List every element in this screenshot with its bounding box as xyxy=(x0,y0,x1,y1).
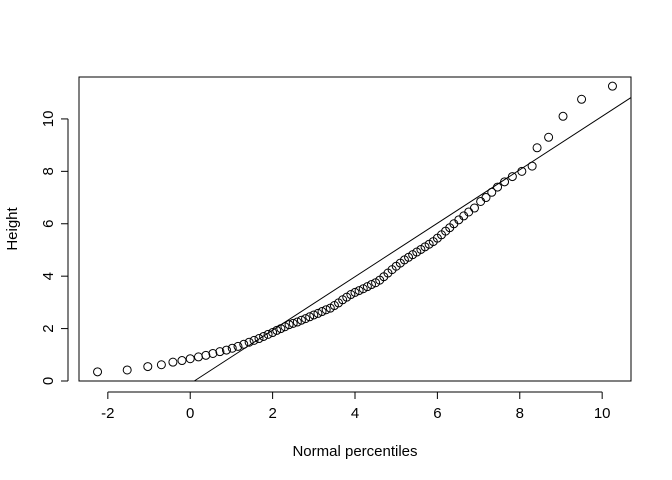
data-point xyxy=(507,172,517,182)
data-point xyxy=(558,111,568,121)
data-point xyxy=(321,305,331,315)
data-point xyxy=(288,318,298,328)
data-points xyxy=(93,81,617,377)
data-point xyxy=(244,337,254,347)
data-point xyxy=(185,354,195,364)
data-point xyxy=(239,339,249,349)
data-point xyxy=(263,329,273,339)
data-point xyxy=(268,328,278,338)
data-point xyxy=(577,94,587,104)
data-point xyxy=(93,367,103,377)
data-point xyxy=(208,348,218,358)
data-point xyxy=(221,345,231,355)
data-point xyxy=(358,284,368,294)
data-point xyxy=(607,81,617,91)
data-point xyxy=(156,360,166,370)
y-tick-label: 6 xyxy=(40,220,57,228)
data-point xyxy=(284,320,294,330)
data-point xyxy=(517,166,527,176)
data-point xyxy=(493,182,503,192)
data-point xyxy=(201,350,211,360)
data-point xyxy=(487,187,497,197)
data-point xyxy=(481,193,491,203)
data-point xyxy=(305,312,315,322)
data-point xyxy=(296,315,306,325)
data-point xyxy=(259,331,269,341)
data-point xyxy=(362,282,372,292)
data-point xyxy=(313,308,323,318)
data-point xyxy=(354,286,364,296)
data-point xyxy=(292,317,302,327)
data-point xyxy=(350,287,360,297)
data-point xyxy=(143,362,153,372)
x-tick-label: 4 xyxy=(351,405,359,422)
plot-box xyxy=(78,76,632,382)
data-point xyxy=(469,203,479,213)
y-tick-label: 0 xyxy=(40,377,57,385)
y-tick-label: 10 xyxy=(40,111,57,128)
data-point xyxy=(215,347,225,357)
data-point xyxy=(532,143,542,153)
data-point xyxy=(500,177,510,187)
data-point xyxy=(168,357,178,367)
x-tick-label: 0 xyxy=(186,405,194,422)
data-point xyxy=(476,196,486,206)
y-axis-title: Height xyxy=(4,206,21,250)
data-point xyxy=(227,343,237,353)
data-point xyxy=(346,290,356,300)
data-point xyxy=(366,280,376,290)
data-point xyxy=(272,325,282,335)
data-point xyxy=(177,356,187,366)
y-tick-label: 4 xyxy=(40,272,57,280)
data-point xyxy=(301,314,311,324)
y-axis: 0 2 4 6 8 10 xyxy=(40,111,69,385)
y-tick-label: 2 xyxy=(40,324,57,332)
data-point xyxy=(233,341,243,351)
data-point xyxy=(527,161,537,171)
data-point xyxy=(276,324,286,334)
data-point xyxy=(193,352,203,362)
x-axis: -2 0 2 4 6 8 10 xyxy=(101,391,611,422)
x-axis-title: Normal percentiles xyxy=(292,443,417,460)
x-tick-label: -2 xyxy=(101,405,114,422)
data-point xyxy=(317,307,327,317)
data-point xyxy=(254,334,264,344)
y-tick-label: 8 xyxy=(40,167,57,175)
plot-region xyxy=(78,76,632,382)
data-point xyxy=(122,365,132,375)
data-point xyxy=(544,132,554,142)
x-tick-label: 10 xyxy=(594,405,611,422)
x-tick-label: 2 xyxy=(268,405,276,422)
data-point xyxy=(280,322,290,332)
data-point xyxy=(309,310,319,320)
x-tick-label: 8 xyxy=(516,405,524,422)
x-tick-label: 6 xyxy=(433,405,441,422)
data-point xyxy=(249,335,259,345)
